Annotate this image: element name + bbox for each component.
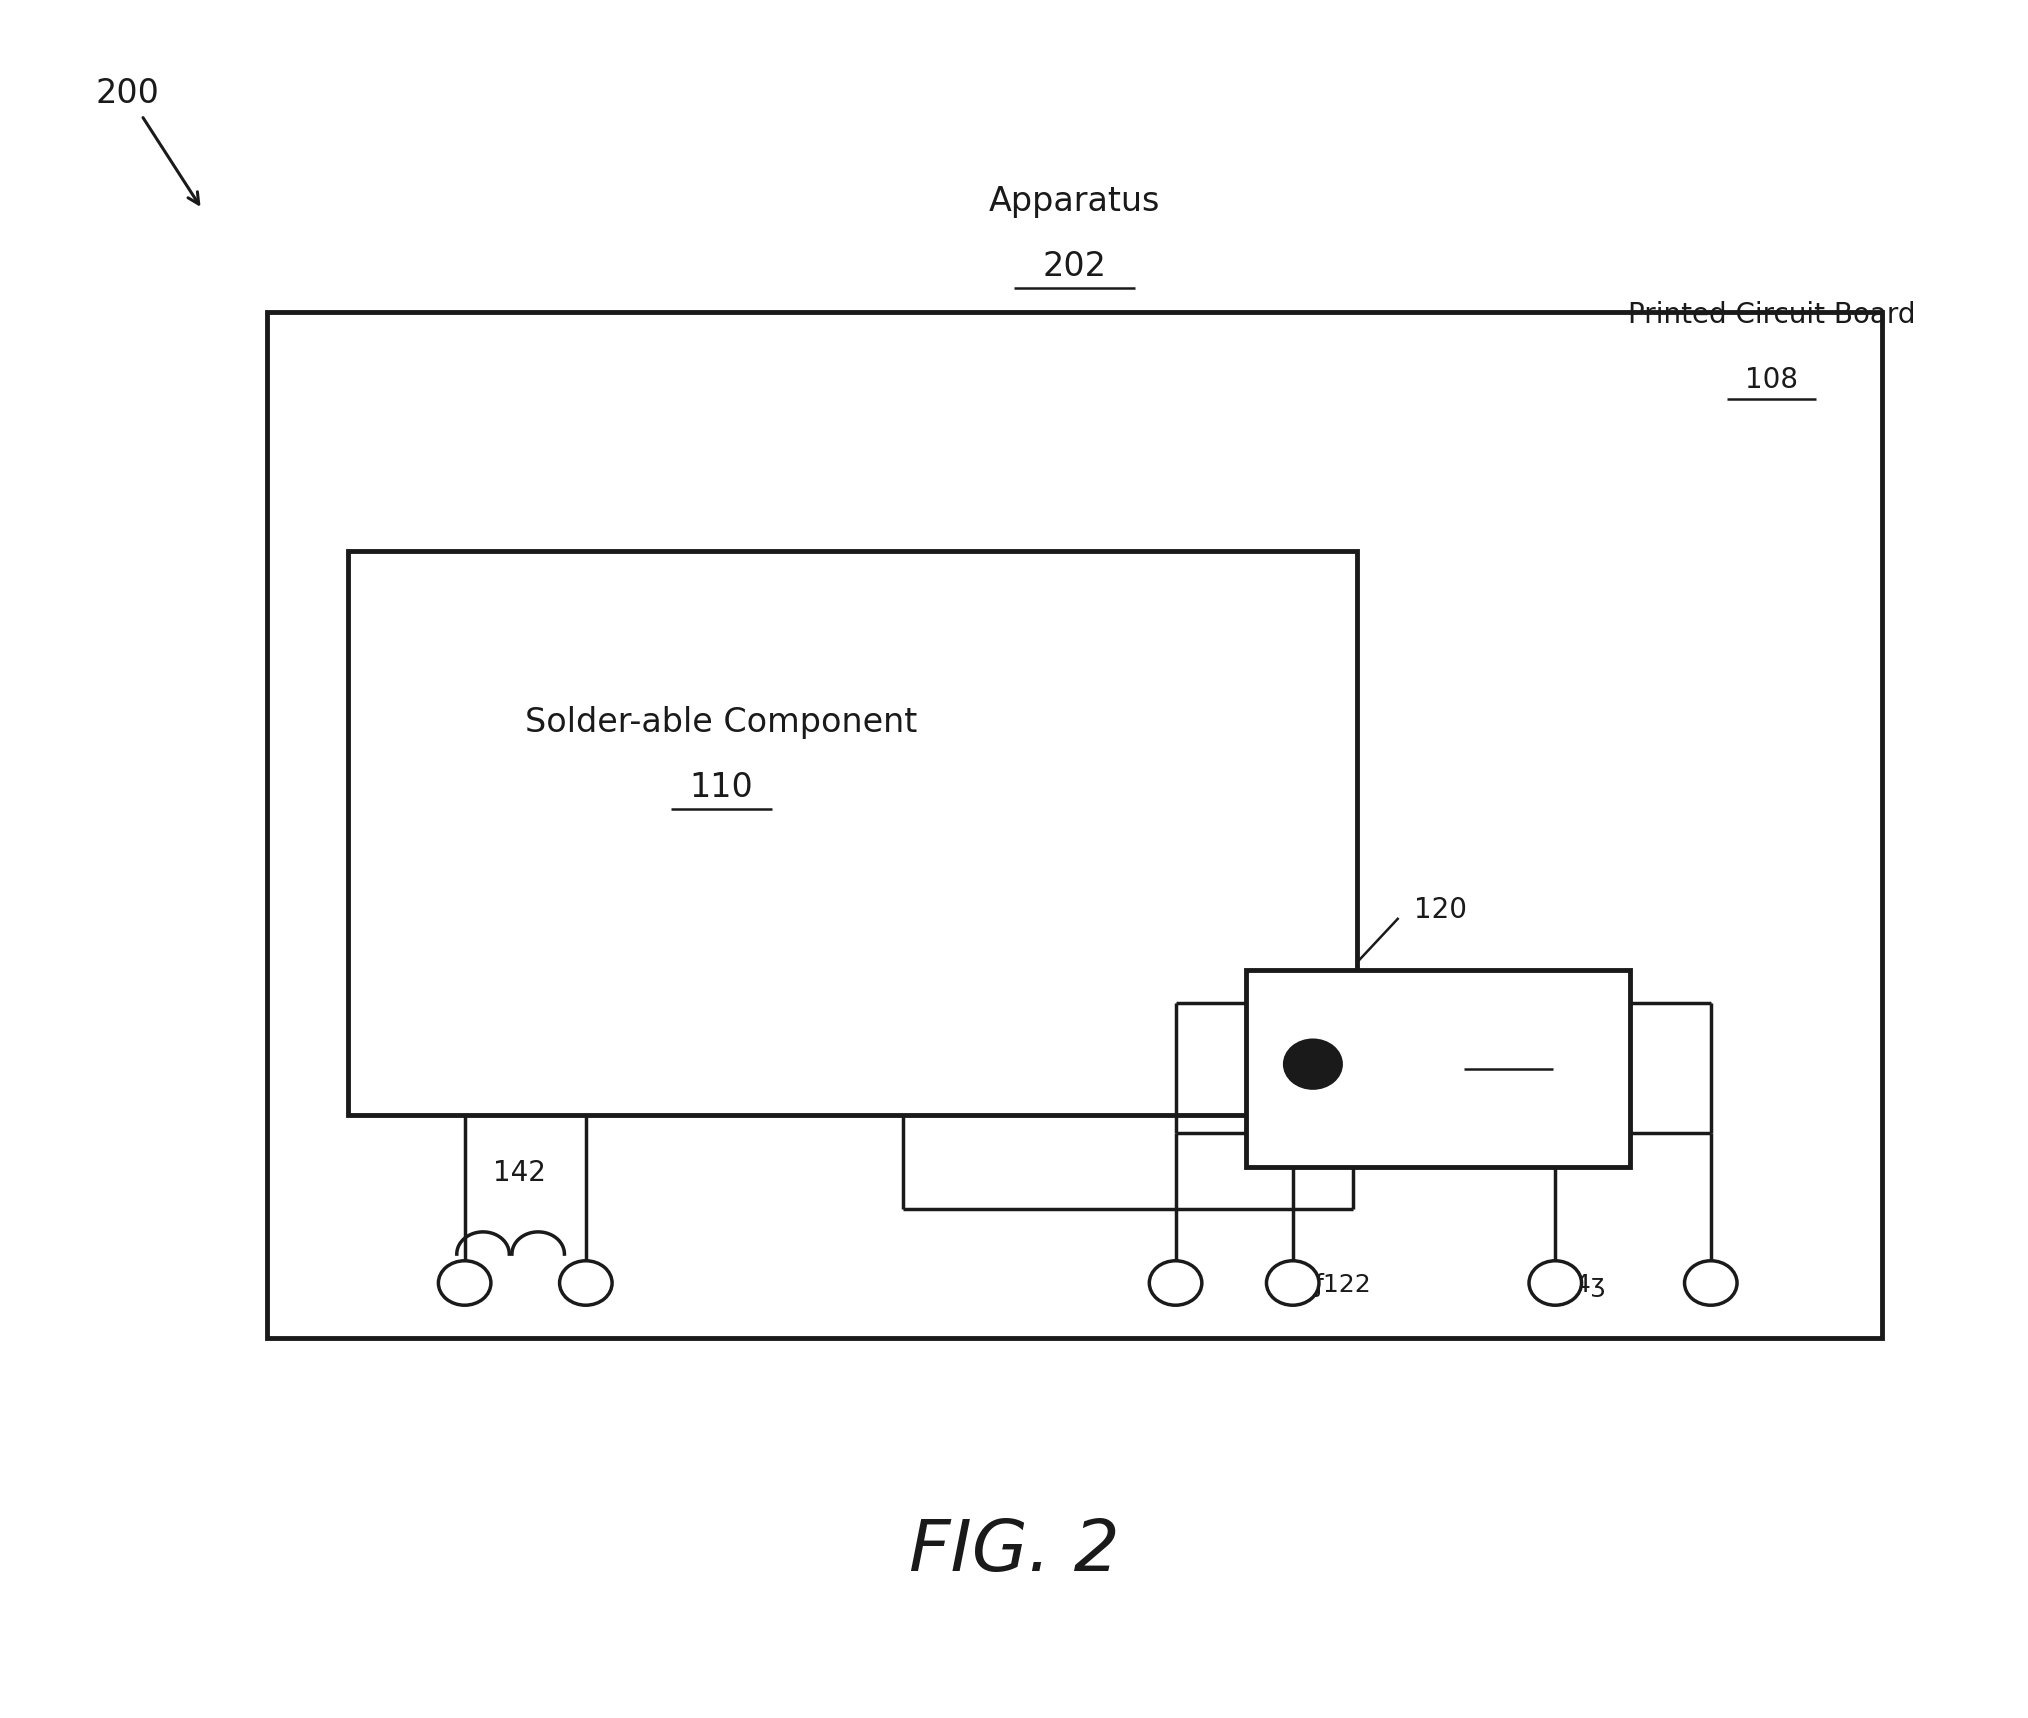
Text: 142: 142 [493,1160,546,1187]
Text: ƒ122: ƒ122 [1314,1273,1371,1297]
Text: Printed Circuit Board: Printed Circuit Board [1628,301,1914,330]
Circle shape [1284,1039,1341,1087]
Text: First Fuse: First Fuse [1444,976,1574,1005]
Text: 112: 112 [1482,1036,1535,1063]
Circle shape [1529,1261,1582,1306]
Text: Apparatus: Apparatus [990,186,1160,218]
Bar [1247,971,1631,1167]
Circle shape [1685,1261,1738,1306]
Text: 120: 120 [1414,897,1466,924]
Text: Solder-able Component: Solder-able Component [525,706,917,739]
Bar [347,551,1357,1115]
Bar [268,313,1882,1338]
Circle shape [438,1261,491,1306]
Circle shape [1150,1261,1203,1306]
Text: 200: 200 [95,77,158,110]
Text: 110: 110 [690,771,752,804]
Text: 108: 108 [1744,366,1799,393]
Text: FIG. 2: FIG. 2 [909,1517,1119,1586]
Circle shape [560,1261,612,1306]
Text: 124ʒ: 124ʒ [1543,1273,1606,1297]
Text: 202: 202 [1042,249,1107,283]
Circle shape [1265,1261,1318,1306]
